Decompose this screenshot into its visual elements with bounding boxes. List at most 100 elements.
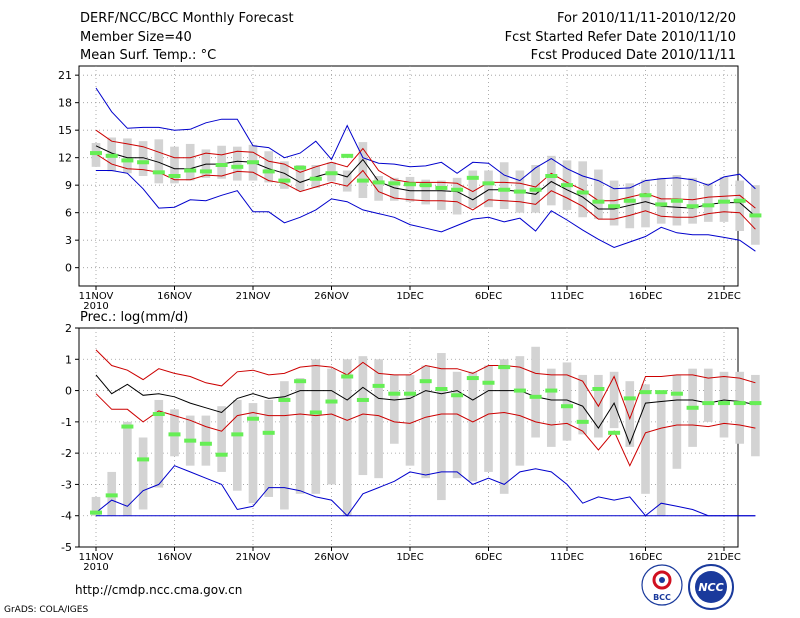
panel-0-median-marker — [639, 193, 652, 198]
panel-1-median-marker — [388, 391, 401, 396]
panel-1-box — [531, 346, 540, 438]
panel-1-median-marker — [231, 432, 244, 437]
panel-0-xtick-label: 16NOV — [157, 291, 192, 302]
panel-1-ytick-label: -3 — [61, 478, 72, 491]
panel-0-median-marker — [278, 178, 291, 183]
fcst-produced-label: Fcst Produced Date 2010/11/11 — [530, 48, 736, 63]
panel-0-min-line — [96, 170, 756, 252]
panel-0-box — [389, 177, 399, 201]
panel-0-median-marker — [670, 198, 683, 203]
panel-0-box — [264, 151, 274, 183]
grads-credit: GrADS: COLA/IGES — [4, 605, 89, 615]
panel-1-median-marker — [168, 432, 181, 437]
panel-0-median-marker — [184, 168, 197, 173]
panel-1-box — [735, 371, 745, 444]
panel-0-median-marker — [529, 187, 542, 192]
panel-1-median-marker — [341, 374, 354, 379]
panel-0-median-marker — [545, 174, 558, 178]
panel-0-box — [703, 183, 713, 222]
panel-1-box — [232, 399, 242, 491]
panel-1-box — [452, 371, 462, 479]
panel-1-xtick-label: 11NOV — [79, 552, 114, 563]
panel-1-box — [138, 437, 148, 510]
variable-label: Mean Surf. Temp.: °C — [80, 48, 217, 63]
panel-1-median-marker — [608, 430, 621, 435]
panel-1-box — [201, 415, 211, 466]
chart-title: DERF/NCC/BCC Monthly Forecast — [80, 11, 294, 26]
panel-1-ytick-label: -2 — [61, 447, 72, 460]
panel-0-xtick-label: 11DEC — [550, 291, 584, 302]
panel-1-median-marker — [199, 441, 212, 446]
panel-1-box — [499, 359, 509, 494]
panel-1-ytick-label: -1 — [61, 416, 72, 429]
panel-1-xtick-label: 11DEC — [550, 552, 584, 563]
panel-0-median-marker — [561, 183, 573, 188]
panel-0-median-marker — [309, 176, 322, 181]
panel-0-mean-minus-sd-line — [95, 153, 756, 230]
panel-1-box — [751, 374, 760, 457]
panel-1-box — [248, 403, 258, 504]
panel-0-median-marker — [325, 171, 338, 176]
panel-0-ytick-label: 6 — [65, 207, 72, 220]
panel-0-median-marker — [168, 174, 181, 178]
panel-1-box — [641, 384, 650, 494]
panel-1-xtick-label: 26NOV — [314, 552, 349, 563]
panel-0-box — [719, 176, 729, 222]
panel-0-median-marker — [576, 190, 589, 195]
panel-1-box — [217, 406, 226, 472]
panel-0-max-line — [95, 87, 756, 190]
panel-1-median-marker — [482, 380, 495, 385]
panel-1-box — [609, 371, 619, 429]
panel-0-median-marker — [482, 181, 495, 186]
panel-1-box — [656, 393, 666, 516]
panel-0-box — [484, 170, 493, 208]
panel-0-median-marker — [105, 153, 118, 158]
panel-0-median-marker — [718, 199, 730, 204]
panel-1-median-marker — [576, 419, 589, 424]
panel-0-median-marker — [419, 183, 432, 188]
panel-1-mean-plus-sd-line — [95, 349, 756, 421]
panel-1-box — [672, 374, 682, 469]
precip-panel-title: Prec.: log(mm/d) — [80, 310, 189, 325]
panel-1-median-marker — [498, 365, 511, 370]
panel-0-box — [468, 170, 478, 209]
panel-0-box — [138, 141, 148, 176]
panel-0-box — [437, 180, 446, 210]
panel-0-box — [295, 165, 305, 191]
panel-1-ytick-label: -5 — [61, 541, 72, 554]
panel-0-ytick-label: 0 — [65, 262, 72, 275]
panel-1-median-marker — [639, 390, 652, 395]
panel-0-median-marker — [498, 187, 511, 192]
panel-1-year-label: 2010 — [83, 562, 108, 573]
panel-1-median-marker — [184, 438, 197, 443]
panel-0-year-label: 2010 — [83, 301, 108, 312]
panel-1-box — [91, 496, 101, 516]
panel-0-median-marker — [592, 199, 605, 204]
panel-0-median-marker — [623, 198, 636, 203]
footer-url[interactable]: http://cmdp.ncc.cma.gov.cn — [75, 583, 243, 597]
panel-1-median-marker — [749, 401, 762, 406]
panel-1-median-marker — [513, 388, 526, 393]
panel-0-median-marker — [231, 164, 244, 169]
panel-1-xtick-label: 6DEC — [475, 552, 502, 563]
panel-1-ytick-label: -4 — [61, 510, 72, 523]
panel-0-median-marker — [137, 160, 150, 165]
panel-1-median-marker — [309, 410, 322, 415]
panel-1-ytick-label: 1 — [65, 353, 72, 366]
panel-1-median-marker — [121, 424, 134, 429]
panel-1-box — [546, 368, 556, 447]
panel-0-ytick-label: 21 — [58, 69, 72, 82]
panel-1-box — [123, 421, 132, 516]
panel-0-box — [594, 169, 603, 220]
panel-1-median-marker — [105, 493, 118, 498]
panel-1-xtick-label: 16DEC — [629, 552, 663, 563]
panel-1-xtick-label: 21NOV — [236, 552, 271, 563]
panel-0-ytick-label: 15 — [58, 124, 72, 137]
panel-1-median-marker — [215, 452, 228, 457]
panel-0-median-marker — [90, 151, 102, 156]
panel-1-xtick-label: 21DEC — [707, 552, 741, 563]
panel-1-box — [484, 365, 493, 472]
panel-0-xtick-label: 1DEC — [396, 291, 423, 302]
panel-0-median-marker — [294, 165, 307, 170]
